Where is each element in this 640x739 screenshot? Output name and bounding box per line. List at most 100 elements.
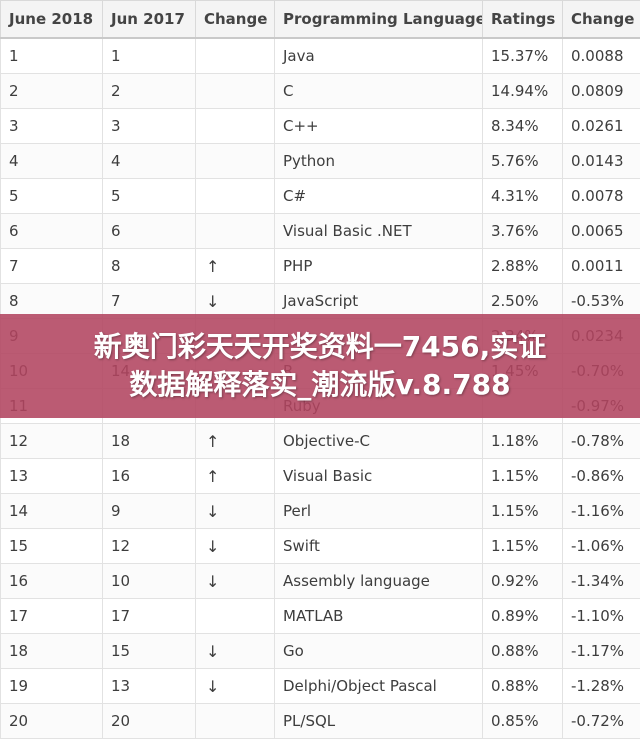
header-ratings: Ratings bbox=[483, 1, 563, 39]
change-cell: -0.72% bbox=[563, 704, 640, 739]
rank-2017-cell: 6 bbox=[103, 214, 196, 249]
rank-2018-cell: 5 bbox=[1, 179, 103, 214]
trend-cell bbox=[196, 144, 275, 179]
rank-2018-cell: 2 bbox=[1, 74, 103, 109]
rating-cell: 1.18% bbox=[483, 424, 563, 459]
language-cell: C bbox=[275, 74, 483, 109]
language-cell: Delphi/Object Pascal bbox=[275, 669, 483, 704]
arrow-down-icon: ↓ bbox=[206, 642, 218, 661]
rank-2018-cell: 18 bbox=[1, 634, 103, 669]
arrow-down-icon: ↓ bbox=[206, 502, 218, 521]
trend-cell: ↓ bbox=[196, 564, 275, 599]
rank-2018-cell: 15 bbox=[1, 529, 103, 564]
rating-cell: 2.88% bbox=[483, 249, 563, 284]
language-cell: Perl bbox=[275, 494, 483, 529]
language-cell: Assembly language bbox=[275, 564, 483, 599]
arrow-down-icon: ↓ bbox=[206, 292, 218, 311]
rank-2018-cell: 12 bbox=[1, 424, 103, 459]
change-cell: -1.06% bbox=[563, 529, 640, 564]
trend-cell bbox=[196, 109, 275, 144]
rank-2018-cell: 17 bbox=[1, 599, 103, 634]
rank-2017-cell: 1 bbox=[103, 38, 196, 74]
language-cell: C# bbox=[275, 179, 483, 214]
rating-cell: 0.88% bbox=[483, 669, 563, 704]
language-cell: Objective-C bbox=[275, 424, 483, 459]
change-cell: 0.0809 bbox=[563, 74, 640, 109]
language-cell: Python bbox=[275, 144, 483, 179]
change-cell: 0.0143 bbox=[563, 144, 640, 179]
header-programming-language: Programming Language bbox=[275, 1, 483, 39]
header-jun-2017: Jun 2017 bbox=[103, 1, 196, 39]
rank-2017-cell: 15 bbox=[103, 634, 196, 669]
rank-2018-cell: 16 bbox=[1, 564, 103, 599]
change-cell: -0.86% bbox=[563, 459, 640, 494]
change-cell: -1.28% bbox=[563, 669, 640, 704]
trend-cell bbox=[196, 38, 275, 74]
change-cell: -1.17% bbox=[563, 634, 640, 669]
change-cell: -1.10% bbox=[563, 599, 640, 634]
trend-cell: ↑ bbox=[196, 249, 275, 284]
rank-2018-cell: 1 bbox=[1, 38, 103, 74]
rating-cell: 3.76% bbox=[483, 214, 563, 249]
header-ratings-change: Change bbox=[563, 1, 640, 39]
trend-cell: ↓ bbox=[196, 494, 275, 529]
rank-2018-cell: 20 bbox=[1, 704, 103, 739]
rating-cell: 1.15% bbox=[483, 529, 563, 564]
change-cell: 0.0065 bbox=[563, 214, 640, 249]
rank-2017-cell: 17 bbox=[103, 599, 196, 634]
trend-cell: ↑ bbox=[196, 424, 275, 459]
rank-2018-cell: 19 bbox=[1, 669, 103, 704]
trend-cell: ↓ bbox=[196, 669, 275, 704]
rank-2017-cell: 20 bbox=[103, 704, 196, 739]
header-june-2018: June 2018 bbox=[1, 1, 103, 39]
arrow-down-icon: ↓ bbox=[206, 572, 218, 591]
rating-cell: 1.15% bbox=[483, 459, 563, 494]
change-cell: 0.0011 bbox=[563, 249, 640, 284]
change-cell: 0.0261 bbox=[563, 109, 640, 144]
arrow-down-icon: ↓ bbox=[206, 677, 218, 696]
trend-cell: ↓ bbox=[196, 529, 275, 564]
language-cell: Go bbox=[275, 634, 483, 669]
rating-cell: 0.89% bbox=[483, 599, 563, 634]
language-cell: MATLAB bbox=[275, 599, 483, 634]
rank-2018-cell: 3 bbox=[1, 109, 103, 144]
trend-cell bbox=[196, 179, 275, 214]
rank-2017-cell: 2 bbox=[103, 74, 196, 109]
rank-2017-cell: 4 bbox=[103, 144, 196, 179]
language-cell: PL/SQL bbox=[275, 704, 483, 739]
rating-cell: 0.88% bbox=[483, 634, 563, 669]
trend-cell bbox=[196, 74, 275, 109]
arrow-up-icon: ↑ bbox=[206, 432, 218, 451]
rating-cell: 5.76% bbox=[483, 144, 563, 179]
language-cell: Visual Basic .NET bbox=[275, 214, 483, 249]
language-cell: Visual Basic bbox=[275, 459, 483, 494]
rating-cell: 0.85% bbox=[483, 704, 563, 739]
rank-2017-cell: 18 bbox=[103, 424, 196, 459]
rank-2017-cell: 5 bbox=[103, 179, 196, 214]
change-cell: 0.0088 bbox=[563, 38, 640, 74]
arrow-down-icon: ↓ bbox=[206, 537, 218, 556]
header-change: Change bbox=[196, 1, 275, 39]
banner-line-2: 数据解释落实_潮流版v.8.788 bbox=[129, 366, 510, 404]
trend-cell: ↑ bbox=[196, 459, 275, 494]
rating-cell: 8.34% bbox=[483, 109, 563, 144]
language-cell: C++ bbox=[275, 109, 483, 144]
banner-line-1: 新奥门彩天天开奖资料一7456,实证 bbox=[94, 328, 547, 366]
overlay-banner: 新奥门彩天天开奖资料一7456,实证 数据解释落实_潮流版v.8.788 bbox=[0, 314, 640, 418]
rank-2018-cell: 4 bbox=[1, 144, 103, 179]
change-cell: -0.78% bbox=[563, 424, 640, 459]
language-cell: Swift bbox=[275, 529, 483, 564]
